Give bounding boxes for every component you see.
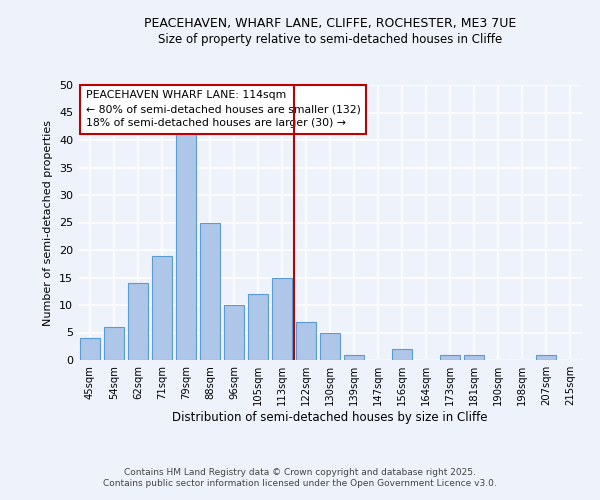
X-axis label: Distribution of semi-detached houses by size in Cliffe: Distribution of semi-detached houses by …	[172, 411, 488, 424]
Bar	[200, 222, 220, 360]
Bar	[248, 294, 268, 360]
Bar	[296, 322, 316, 360]
Bar	[392, 349, 412, 360]
Bar	[536, 354, 556, 360]
Y-axis label: Number of semi-detached properties: Number of semi-detached properties	[43, 120, 53, 326]
Text: PEACEHAVEN, WHARF LANE, CLIFFE, ROCHESTER, ME3 7UE: PEACEHAVEN, WHARF LANE, CLIFFE, ROCHESTE…	[144, 18, 516, 30]
Bar	[104, 327, 124, 360]
Bar	[344, 354, 364, 360]
Text: Contains HM Land Registry data © Crown copyright and database right 2025.
Contai: Contains HM Land Registry data © Crown c…	[103, 468, 497, 487]
Bar	[152, 256, 172, 360]
Bar	[440, 354, 460, 360]
Bar	[320, 332, 340, 360]
Text: PEACEHAVEN WHARF LANE: 114sqm
← 80% of semi-detached houses are smaller (132)
18: PEACEHAVEN WHARF LANE: 114sqm ← 80% of s…	[86, 90, 361, 128]
Bar	[224, 305, 244, 360]
Text: Size of property relative to semi-detached houses in Cliffe: Size of property relative to semi-detach…	[158, 32, 502, 46]
Bar	[80, 338, 100, 360]
Bar	[464, 354, 484, 360]
Bar	[272, 278, 292, 360]
Bar	[128, 283, 148, 360]
Bar	[176, 129, 196, 360]
